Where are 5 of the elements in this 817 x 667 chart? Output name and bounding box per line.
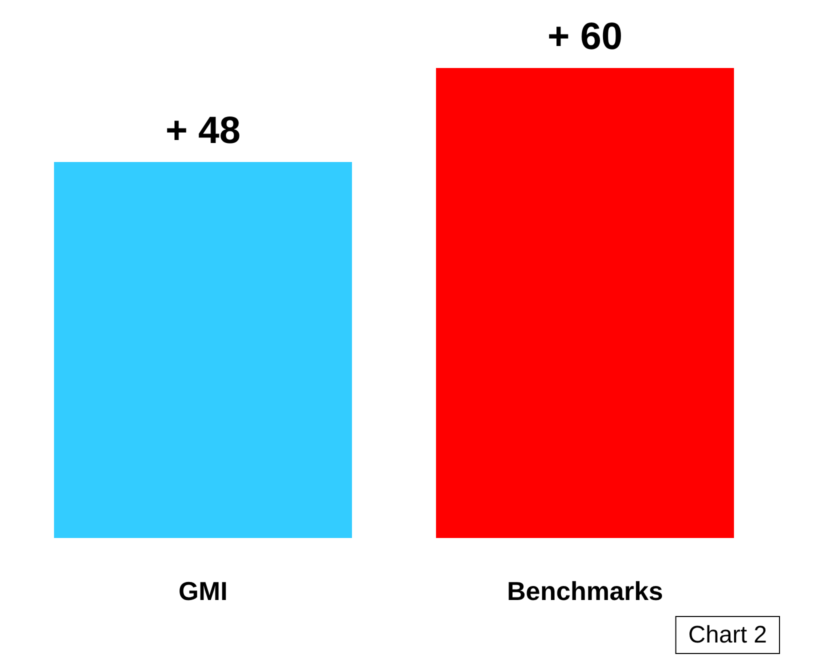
data-label: + 48 bbox=[165, 110, 241, 152]
caption: Chart 2 bbox=[688, 622, 767, 648]
x-tick-label: GMI bbox=[178, 576, 228, 606]
data-label: + 60 bbox=[547, 16, 623, 58]
x-tick-label: Benchmarks bbox=[506, 576, 664, 606]
